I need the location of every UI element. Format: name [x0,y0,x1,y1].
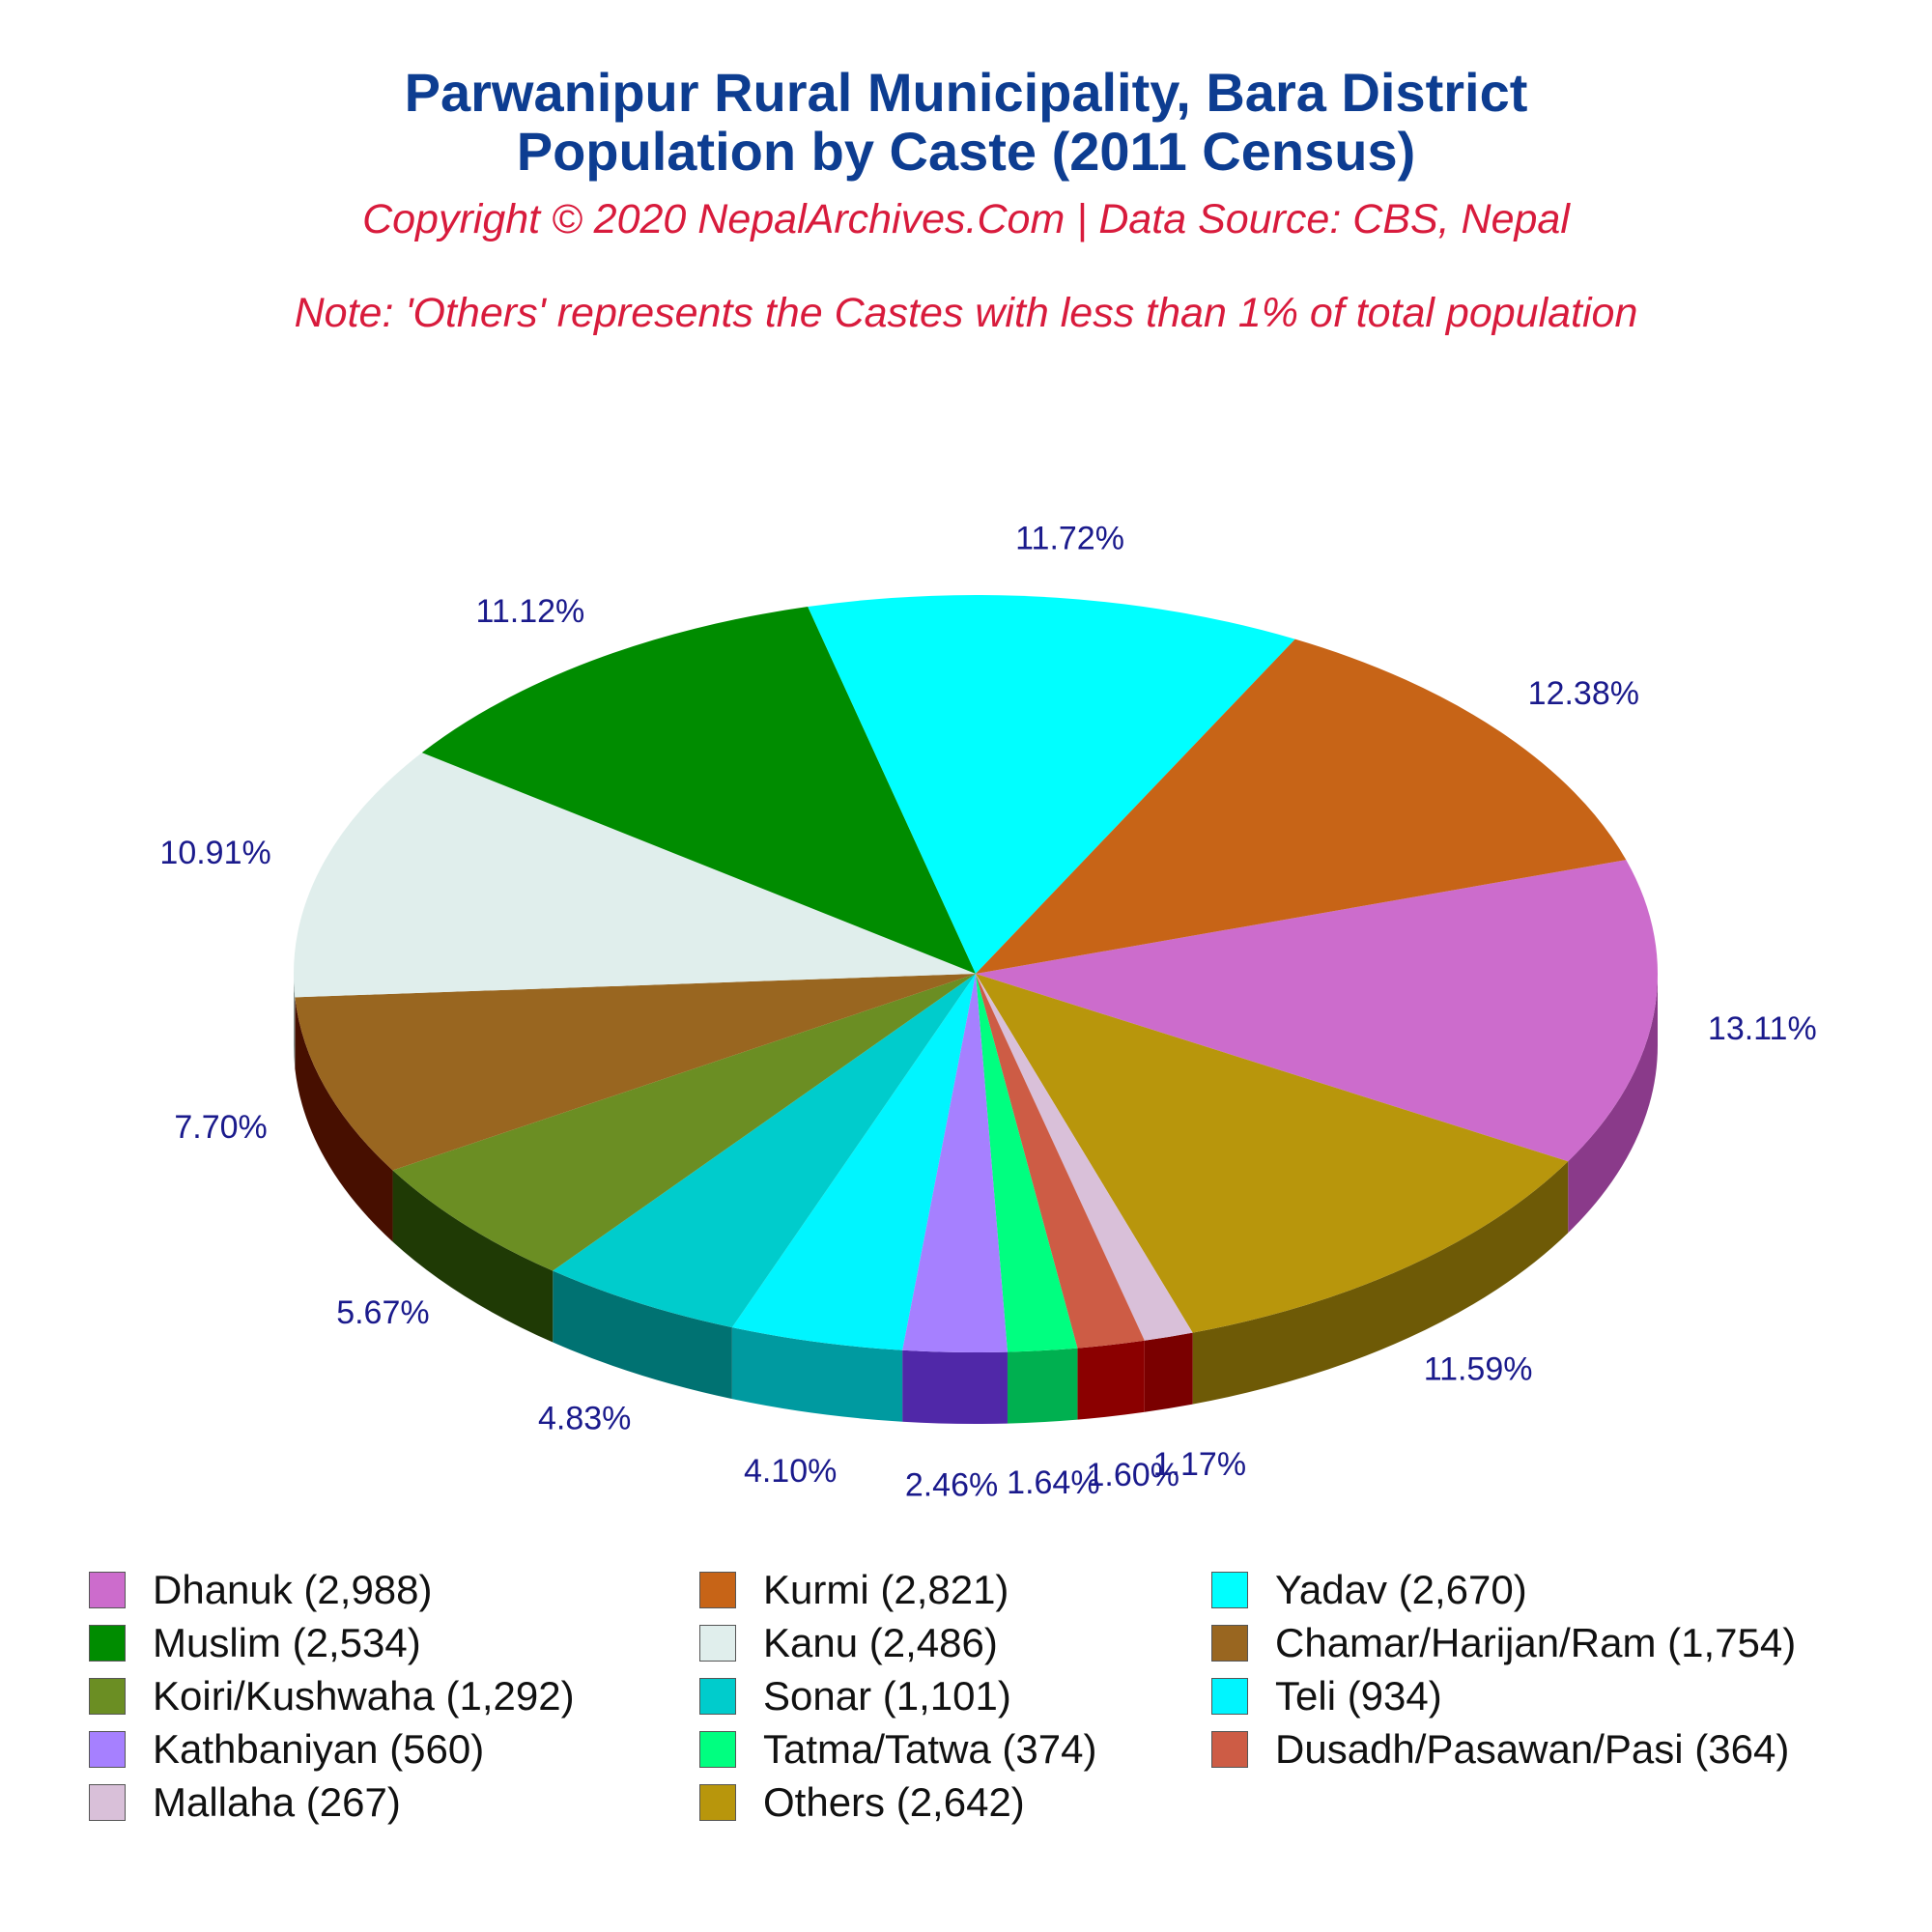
legend-swatch [699,1571,736,1608]
legend-item-yadav: Yadav (2,670) [1211,1563,1830,1616]
pie-label-chamar-harijan-ram: 7.70% [174,1109,267,1146]
pie-side-dusadh-pasawan-pasi [1077,1340,1145,1420]
pie-slice-tatma-tatwa [976,974,1078,1352]
legend-label: Kathbaniyan (560) [153,1725,485,1772]
legend-label: Yadav (2,670) [1275,1566,1527,1612]
legend-item-dusadh-pasawan-pasi: Dusadh/Pasawan/Pasi (364) [1211,1722,1830,1776]
legend-label: Chamar/Harijan/Ram (1,754) [1275,1619,1797,1665]
pie-side-sonar [553,1270,732,1400]
pie-label-dusadh-pasawan-pasi: 1.60% [1087,1457,1179,1493]
chart-title-line-1: Parwanipur Rural Municipality, Bara Dist… [404,62,1528,123]
pie-label-muslim: 11.12% [475,593,584,630]
pie-side-koiri-kushwaha [392,1170,554,1343]
legend-item-kurmi: Kurmi (2,821) [699,1563,1211,1616]
legend-swatch [89,1624,126,1662]
pie-slice-mallaha [976,974,1193,1341]
pie-slice-kurmi [976,639,1627,974]
legend-item-teli: Teli (934) [1211,1669,1830,1722]
legend-swatch [89,1783,126,1821]
legend-swatch [699,1730,736,1768]
pie-slice-others [976,974,1569,1333]
legend-label: Kurmi (2,821) [763,1566,1009,1612]
legend: Dhanuk (2,988) Kurmi (2,821) Yadav (2,670)… [89,1563,1905,1829]
legend-item-mallaha: Mallaha (267) [89,1776,699,1829]
legend-item-tatma-tatwa: Tatma/Tatwa (374) [699,1722,1211,1776]
pie-side-kanu [294,974,296,1069]
pie-side-kathbaniyan [902,1350,1008,1424]
pie-slice-chamar-harijan-ram [295,974,976,1171]
legend-label: Muslim (2,534) [153,1619,421,1665]
legend-item-kanu: Kanu (2,486) [699,1616,1211,1669]
legend-label: Koiri/Kushwaha (1,292) [153,1672,575,1719]
pie-label-yadav: 11.72% [1015,521,1124,557]
note-text: Note: 'Others' represents the Castes wit… [294,290,1638,336]
pie-side-dhanuk [1568,974,1658,1234]
legend-label: Tatma/Tatwa (374) [763,1725,1097,1772]
legend-swatch [699,1677,736,1715]
pie-label-teli: 4.10% [744,1453,837,1490]
pie-slice-yadav [808,595,1295,974]
legend-label: Mallaha (267) [153,1778,401,1825]
pie-label-kurmi: 12.38% [1528,675,1639,712]
pie-slice-dusadh-pasawan-pasi [976,974,1145,1349]
pie-slice-kanu [294,753,976,998]
legend-item-dhanuk: Dhanuk (2,988) [89,1563,699,1616]
pie-side-tatma-tatwa [1007,1348,1078,1424]
pie-sides [294,974,1658,1424]
pie-side-teli [731,1327,903,1422]
legend-item-others: Others (2,642) [699,1776,1211,1829]
legend-swatch [1211,1624,1248,1662]
legend-label: Dhanuk (2,988) [153,1566,433,1612]
pie-label-mallaha: 1.17% [1153,1446,1246,1483]
pie-label-dhanuk: 13.11% [1708,1010,1817,1047]
pie-slice-muslim [421,607,977,974]
pie-slice-kathbaniyan [902,974,1008,1352]
pie-slice-dhanuk [976,860,1659,1162]
pie-label-tatma-tatwa: 1.64% [1007,1464,1099,1501]
pie-side-mallaha [1144,1332,1193,1412]
legend-item-koiri-kushwaha: Koiri/Kushwaha (1,292) [89,1669,699,1722]
pie-slice-sonar [553,974,976,1328]
legend-item-muslim: Muslim (2,534) [89,1616,699,1669]
legend-swatch [699,1783,736,1821]
pie-slice-teli [731,974,976,1350]
legend-label: Others (2,642) [763,1778,1025,1825]
copyright-text: Copyright © 2020 NepalArchives.Com | Dat… [362,196,1570,242]
legend-item-kathbaniyan: Kathbaniyan (560) [89,1722,699,1776]
legend-label: Sonar (1,101) [763,1672,1011,1719]
legend-swatch [1211,1571,1248,1608]
pie-side-others [1192,1161,1569,1405]
pie-label-kanu: 10.91% [159,835,270,871]
pie-labels: 13.11% 11.59% 1.17%1.60%1.64%2.46% 4.10% 4.8… [159,521,1816,1504]
pie-side-chamar-harijan-ram [295,997,393,1242]
legend-item-chamar-harijan-ram: Chamar/Harijan/Ram (1,754) [1211,1616,1830,1669]
pie-slice-koiri-kushwaha [392,974,977,1271]
legend-item-sonar: Sonar (1,101) [699,1669,1211,1722]
legend-swatch [89,1730,126,1768]
chart-title-line-2: Population by Caste (2011 Census) [516,121,1416,182]
legend-swatch [1211,1677,1248,1715]
legend-label: Dusadh/Pasawan/Pasi (364) [1275,1725,1790,1772]
pie-label-sonar: 4.83% [538,1401,631,1437]
legend-swatch [89,1571,126,1608]
legend-swatch [1211,1730,1248,1768]
pie-tops [294,595,1659,1352]
pie-label-kathbaniyan: 2.46% [905,1466,998,1503]
pie-label-koiri-kushwaha: 5.67% [336,1294,429,1331]
legend-label: Kanu (2,486) [763,1619,998,1665]
legend-swatch [89,1677,126,1715]
pie-label-others: 11.59% [1424,1350,1533,1387]
legend-swatch [699,1624,736,1662]
legend-label: Teli (934) [1275,1672,1442,1719]
